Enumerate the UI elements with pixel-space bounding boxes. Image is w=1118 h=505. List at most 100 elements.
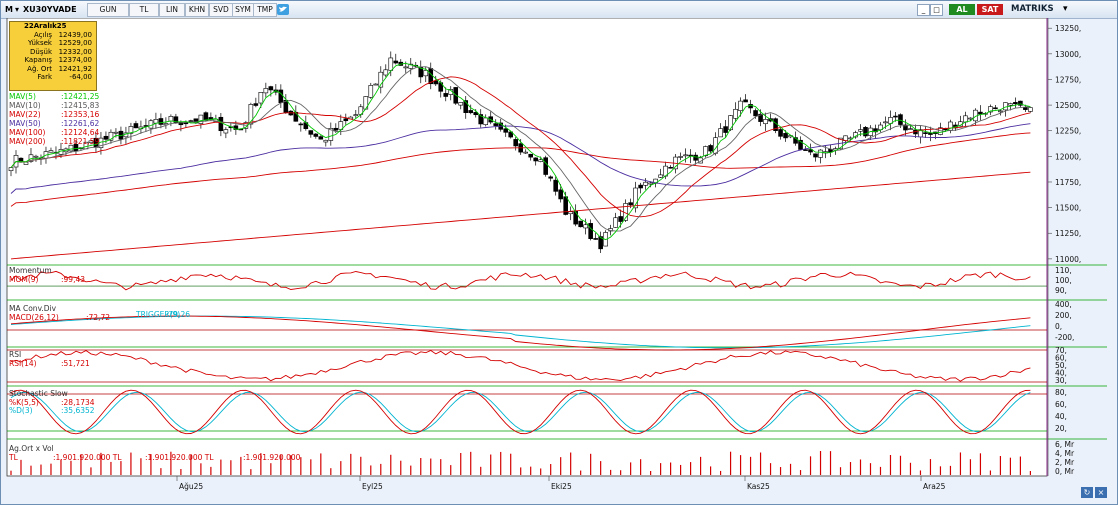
candle-body (323, 139, 329, 143)
candle-body (553, 179, 558, 192)
dropdown-icon[interactable]: ▾ (15, 5, 20, 14)
candle-body (908, 128, 913, 130)
time-label: Ara25 (923, 482, 946, 491)
minimize-button[interactable]: _ (917, 4, 930, 16)
ohlc-info-box: 22Aralık25 Açılış 12439,00 Yüksek 12529,00… (9, 21, 97, 91)
candle-body (978, 111, 983, 115)
candle-body (528, 153, 533, 158)
volume-legend: TL :1.901.920.000 TL :1.901.920.000 TL :… (9, 453, 301, 462)
candle-body (253, 103, 259, 106)
rsi-tick-label: 50, (1055, 361, 1067, 370)
candle-body (168, 116, 174, 122)
candle-body (728, 115, 733, 131)
menu-icon[interactable]: M (5, 5, 13, 14)
candle-body (28, 154, 34, 162)
arrow-icon[interactable]: ▾ (1063, 4, 1068, 14)
candle-body (613, 217, 618, 228)
candle-body (648, 182, 653, 185)
price-tick-label: 12000, (1055, 152, 1081, 161)
candle-body (813, 153, 818, 158)
macd-tick-label: 400, (1055, 300, 1072, 309)
info-row-high: Yüksek 12529,00 (28, 39, 92, 47)
rsi-line (10, 349, 1031, 382)
momentum-tick-label: 90, (1055, 286, 1067, 295)
symbol-label[interactable]: XU30YVADE (23, 5, 77, 14)
buy-button[interactable]: AL (949, 4, 975, 15)
rsi-tick-label: 70, (1055, 346, 1067, 355)
candle-body (153, 119, 159, 124)
candle-body (723, 126, 728, 133)
svd-button[interactable]: SVD (209, 3, 233, 17)
price-tick-label: 12750, (1055, 75, 1081, 84)
candle-body (158, 118, 164, 125)
candle-body (778, 129, 783, 137)
volume-tick-label: 0, Mr (1055, 467, 1075, 476)
candle-body (328, 128, 334, 141)
candle-body (1013, 102, 1018, 105)
candle-body (883, 121, 888, 124)
legend-mav5: MAV(5) :12421,25 (9, 92, 100, 101)
candle-body (798, 139, 803, 150)
candle-body (1008, 103, 1013, 106)
candle-body (313, 133, 319, 137)
period-button[interactable]: GUN (87, 3, 129, 17)
khn-button[interactable]: KHN (185, 3, 209, 17)
tmp-button[interactable]: TMP (253, 3, 277, 17)
time-label: Eyl25 (362, 482, 383, 491)
candle-body (733, 108, 738, 119)
stoch-k-legend: %K(5,5) :28,1734 (9, 398, 95, 407)
candle-body (318, 136, 324, 140)
sell-button[interactable]: SAT (977, 4, 1003, 15)
momentum-line (10, 270, 1031, 291)
price-tick-label: 12250, (1055, 127, 1081, 136)
candle-body (458, 102, 464, 106)
candle-body (203, 112, 209, 121)
price-tick-label: 12500, (1055, 101, 1081, 110)
candle-body (423, 70, 429, 77)
candle-body (483, 117, 489, 125)
candle-body (873, 128, 878, 133)
refresh-icon[interactable]: ↻ (1081, 487, 1093, 498)
candle-body (573, 210, 578, 225)
candle-body (508, 131, 514, 138)
stoch-tick-label: 40, (1055, 412, 1067, 421)
candle-body (333, 127, 339, 131)
candle-body (628, 202, 633, 206)
candle-body (68, 144, 74, 152)
candle-body (563, 196, 568, 215)
candle-body (48, 150, 54, 153)
stoch-tick-label: 60, (1055, 400, 1067, 409)
candle-body (763, 119, 768, 125)
candle-body (783, 133, 788, 139)
rsi-tick-label: 40, (1055, 369, 1067, 378)
candle-body (8, 167, 14, 172)
candle-body (263, 88, 269, 94)
legend-mav200: MAV(200) :11821,59 (9, 137, 100, 146)
candle-body (738, 100, 743, 111)
close-icon[interactable]: × (1095, 487, 1107, 498)
stoch-d-legend: %D(3) :35,6352 (9, 406, 95, 415)
candle-body (183, 122, 189, 125)
candle-body (103, 135, 109, 140)
scale-button[interactable]: LIN (159, 3, 185, 17)
twitter-icon[interactable] (277, 4, 289, 15)
price-tick-label: 11750, (1055, 178, 1081, 187)
stoch-k-line (10, 389, 1031, 435)
info-row-open: Açılış 12439,00 (34, 30, 92, 39)
info-date: 22Aralık25 (24, 22, 67, 30)
scroll-controls[interactable]: ↻ × (1081, 487, 1109, 499)
candle-body (223, 129, 229, 134)
candle-body (593, 238, 598, 240)
candle-body (703, 146, 708, 157)
price-tick-label: 11500, (1055, 204, 1081, 213)
sym-button[interactable]: SYM (232, 3, 254, 17)
currency-button[interactable]: TL (129, 3, 159, 17)
candle-body (988, 106, 993, 113)
candle-body (718, 128, 723, 138)
maximize-button[interactable]: □ (930, 4, 943, 16)
candle-body (503, 128, 509, 133)
info-row-change: Fark -64,00 (37, 73, 92, 81)
chart-area[interactable]: 13250, 13000, 12750, 12500, 12250, 12000, 1175… (1, 18, 1117, 504)
stoch-tick-label: 80, (1055, 388, 1067, 397)
